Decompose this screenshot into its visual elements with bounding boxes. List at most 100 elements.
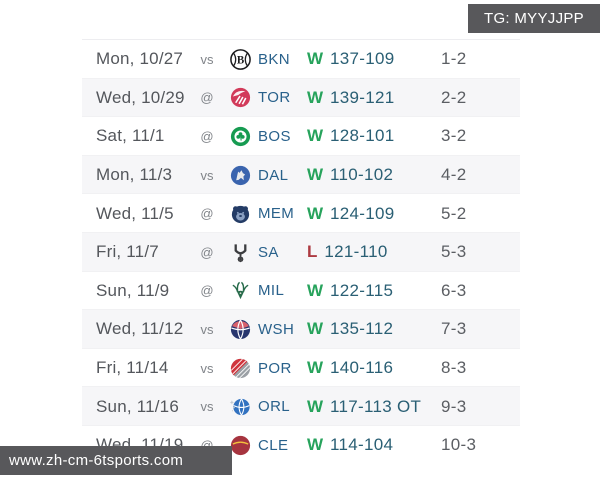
game-score: 124-109 (330, 203, 395, 223)
result-letter: W (307, 435, 324, 455)
dallas-mavericks-logo (229, 164, 252, 187)
opponent-abbr: ORL (258, 398, 291, 416)
game-score: 117-113 OT (330, 396, 422, 416)
game-row[interactable]: Fri, 11/14 vs POR W 140-116 8-3 (82, 348, 520, 388)
game-score: 135-112 (330, 319, 394, 339)
home-away-indicator: vs (200, 167, 214, 183)
brooklyn-nets-logo: B (229, 48, 252, 71)
game-result: W 124-109 (307, 204, 433, 224)
home-away-indicator: vs (200, 321, 214, 337)
game-result: W 135-112 (307, 319, 433, 339)
watermark-bottom-left: www.zh-cm-6tsports.com (0, 446, 232, 475)
game-date: Sun, 11/9 (96, 280, 170, 300)
svg-text:B: B (237, 54, 245, 66)
game-date: Fri, 11/14 (96, 358, 169, 378)
team-record: 1-2 (441, 49, 467, 69)
home-away-indicator: @ (200, 128, 214, 144)
result-letter: W (307, 87, 324, 107)
game-result: W 139-121 (307, 88, 433, 108)
game-date: Wed, 11/12 (96, 319, 184, 339)
game-result: W 122-115 (307, 281, 433, 301)
san-antonio-spurs-logo (229, 241, 252, 264)
opponent-abbr: BKN (258, 50, 291, 68)
boston-celtics-logo (229, 125, 252, 148)
opponent-abbr: MIL (258, 282, 285, 300)
result-letter: W (307, 165, 324, 185)
team-record: 6-3 (441, 280, 467, 300)
game-result: W 140-116 (307, 358, 433, 378)
memphis-grizzlies-logo (229, 202, 252, 225)
team-record: 8-3 (441, 358, 467, 378)
game-row[interactable]: Fri, 11/7 @ SA L 121-110 5-3 (82, 232, 520, 272)
orlando-magic-logo (229, 395, 252, 418)
opponent-abbr: SA (258, 243, 279, 261)
home-away-indicator: @ (200, 283, 214, 299)
game-result: W 128-101 (307, 126, 433, 146)
game-score: 114-104 (330, 435, 394, 455)
milwaukee-bucks-logo (229, 279, 252, 302)
opponent-abbr: POR (258, 359, 292, 377)
game-date: Wed, 11/5 (96, 203, 174, 223)
game-row[interactable]: Sat, 11/1 @ BOS W 128-101 3-2 (82, 117, 520, 156)
game-score: 139-121 (330, 87, 395, 107)
game-score: 137-109 (330, 49, 395, 69)
game-date: Wed, 10/29 (96, 87, 185, 107)
cleveland-cavaliers-logo (229, 434, 252, 457)
result-letter: W (307, 319, 324, 339)
home-away-indicator: vs (200, 360, 214, 376)
game-row[interactable]: Wed, 11/5 @ MEM W 124-109 5-2 (82, 194, 520, 233)
portland-trail-blazers-logo (229, 357, 252, 380)
game-date: Mon, 11/3 (96, 165, 173, 185)
team-record: 4-2 (441, 165, 467, 185)
game-result: W 117-113 OT (307, 397, 433, 417)
game-row[interactable]: Mon, 10/27 vs B BKN W 137-109 1-2 (82, 40, 520, 79)
home-away-indicator: @ (200, 244, 214, 260)
result-letter: W (307, 49, 324, 69)
game-row[interactable]: Mon, 11/3 vs DAL W 110-102 4-2 (82, 155, 520, 195)
game-date: Sun, 11/16 (96, 396, 179, 416)
home-away-indicator: vs (200, 51, 214, 67)
opponent-abbr: MEM (258, 205, 295, 223)
opponent-abbr: TOR (258, 89, 291, 107)
game-row[interactable]: Sun, 11/16 vs ORL W 117-113 OT 9-3 (82, 387, 520, 426)
game-date: Sat, 11/1 (96, 126, 165, 146)
opponent-abbr: DAL (258, 166, 289, 184)
game-row[interactable]: Wed, 11/12 vs WSH W 135-112 7-3 (82, 310, 520, 349)
game-score: 121-110 (324, 242, 388, 262)
watermark-top-right: TG: MYYJJPP (468, 4, 600, 33)
game-result: L 121-110 (307, 242, 433, 262)
result-letter: W (307, 280, 324, 300)
result-letter: W (307, 126, 324, 146)
opponent-abbr: CLE (258, 436, 289, 454)
game-score: 110-102 (330, 165, 394, 185)
opponent-abbr: WSH (258, 320, 295, 338)
game-result: W 137-109 (307, 49, 433, 69)
home-away-indicator: @ (200, 90, 214, 106)
team-record: 2-2 (441, 87, 467, 107)
opponent-abbr: BOS (258, 127, 291, 145)
home-away-indicator: @ (200, 206, 214, 222)
team-record: 5-2 (441, 203, 467, 223)
home-away-indicator: vs (200, 399, 214, 415)
game-row[interactable]: Wed, 10/29 @ TOR W 139-121 2-2 (82, 78, 520, 118)
result-letter: W (307, 396, 324, 416)
result-letter: L (307, 242, 318, 262)
toronto-raptors-logo (229, 86, 252, 109)
team-record: 5-3 (441, 242, 467, 262)
game-date: Mon, 10/27 (96, 49, 184, 69)
team-record: 7-3 (441, 319, 467, 339)
result-letter: W (307, 203, 324, 223)
game-score: 128-101 (330, 126, 395, 146)
game-score: 140-116 (330, 358, 394, 378)
team-record: 3-2 (441, 126, 467, 146)
schedule-table: Mon, 10/27 vs B BKN W 137-109 1-2 Wed, 1… (82, 39, 520, 465)
team-record: 10-3 (441, 435, 477, 455)
team-record: 9-3 (441, 396, 467, 416)
result-letter: W (307, 358, 324, 378)
game-row[interactable]: Sun, 11/9 @ MIL W 122-115 6-3 (82, 271, 520, 311)
game-result: W 114-104 (307, 435, 433, 455)
game-result: W 110-102 (307, 165, 433, 185)
washington-wizards-logo (229, 318, 252, 341)
game-score: 122-115 (330, 280, 394, 300)
game-date: Fri, 11/7 (96, 242, 159, 262)
